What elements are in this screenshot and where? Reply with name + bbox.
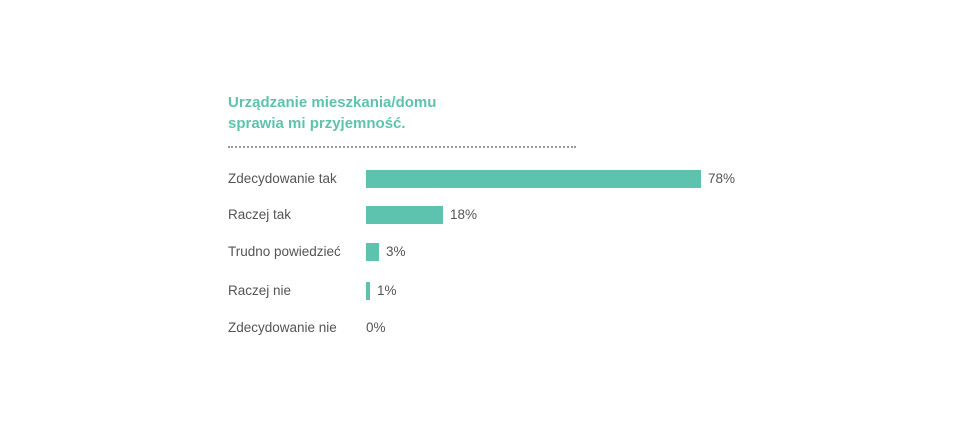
value-label: 78% xyxy=(708,171,736,186)
bar xyxy=(366,243,379,261)
chart-title-line-2: sprawia mi przyjemność. xyxy=(228,115,406,132)
category-label: Trudno powiedzieć xyxy=(228,244,341,259)
value-label: 18% xyxy=(450,207,478,222)
chart-title: Urządzanie mieszkania/domu sprawia mi pr… xyxy=(228,92,588,134)
chart-title-line-1: Urządzanie mieszkania/domu xyxy=(228,94,437,111)
title-divider xyxy=(228,146,576,148)
value-label: 0% xyxy=(366,320,386,335)
value-label: 3% xyxy=(386,244,406,259)
bar xyxy=(366,170,701,188)
category-label: Zdecydowanie tak xyxy=(228,171,337,186)
value-label: 1% xyxy=(377,283,397,298)
bar xyxy=(366,282,370,300)
category-label: Raczej nie xyxy=(228,283,292,298)
category-label: Zdecydowanie nie xyxy=(228,320,337,335)
bar xyxy=(366,206,443,224)
category-label: Raczej tak xyxy=(228,207,292,222)
